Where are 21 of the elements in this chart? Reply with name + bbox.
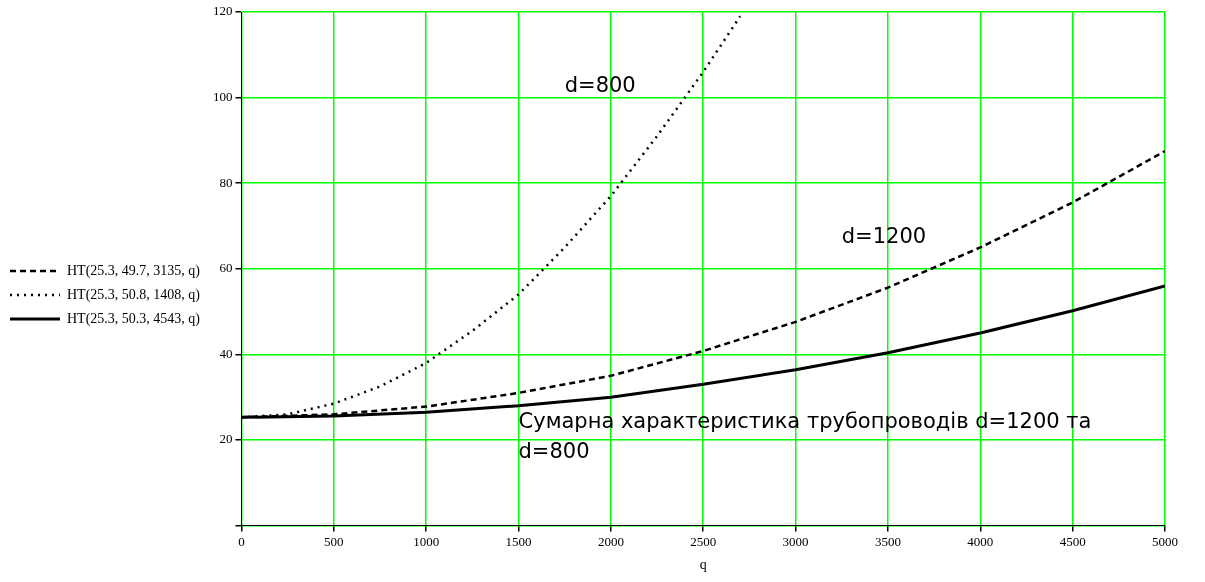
y-tick-label: 40: [219, 345, 233, 361]
legend-label: HT(25.3, 50.3, 4543, q): [67, 310, 201, 327]
x-tick-label: 2000: [597, 533, 624, 549]
x-tick-label: 1000: [413, 533, 440, 549]
y-tick-label: 120: [212, 3, 233, 19]
y-tick-label: 80: [219, 174, 233, 190]
x-tick-label: 0: [238, 533, 245, 549]
x-tick-label: 3500: [874, 533, 901, 549]
y-tick-label: 60: [219, 260, 233, 276]
x-tick-label: 5000: [1152, 533, 1178, 549]
x-tick-label: 3000: [782, 533, 809, 549]
x-tick-label: 4000: [967, 533, 994, 549]
x-tick-label: 1500: [505, 533, 532, 549]
y-tick-label: 20: [219, 431, 233, 447]
legend-label: HT(25.3, 50.8, 1408, q): [67, 286, 201, 303]
y-tick-label: 100: [212, 89, 233, 105]
x-tick-label: 4500: [1059, 533, 1086, 549]
legend-label: HT(25.3, 49.7, 3135, q): [67, 262, 201, 279]
x-tick-label: 500: [324, 533, 344, 549]
x-tick-label: 2500: [690, 533, 717, 549]
x-axis-title: q: [699, 557, 707, 573]
